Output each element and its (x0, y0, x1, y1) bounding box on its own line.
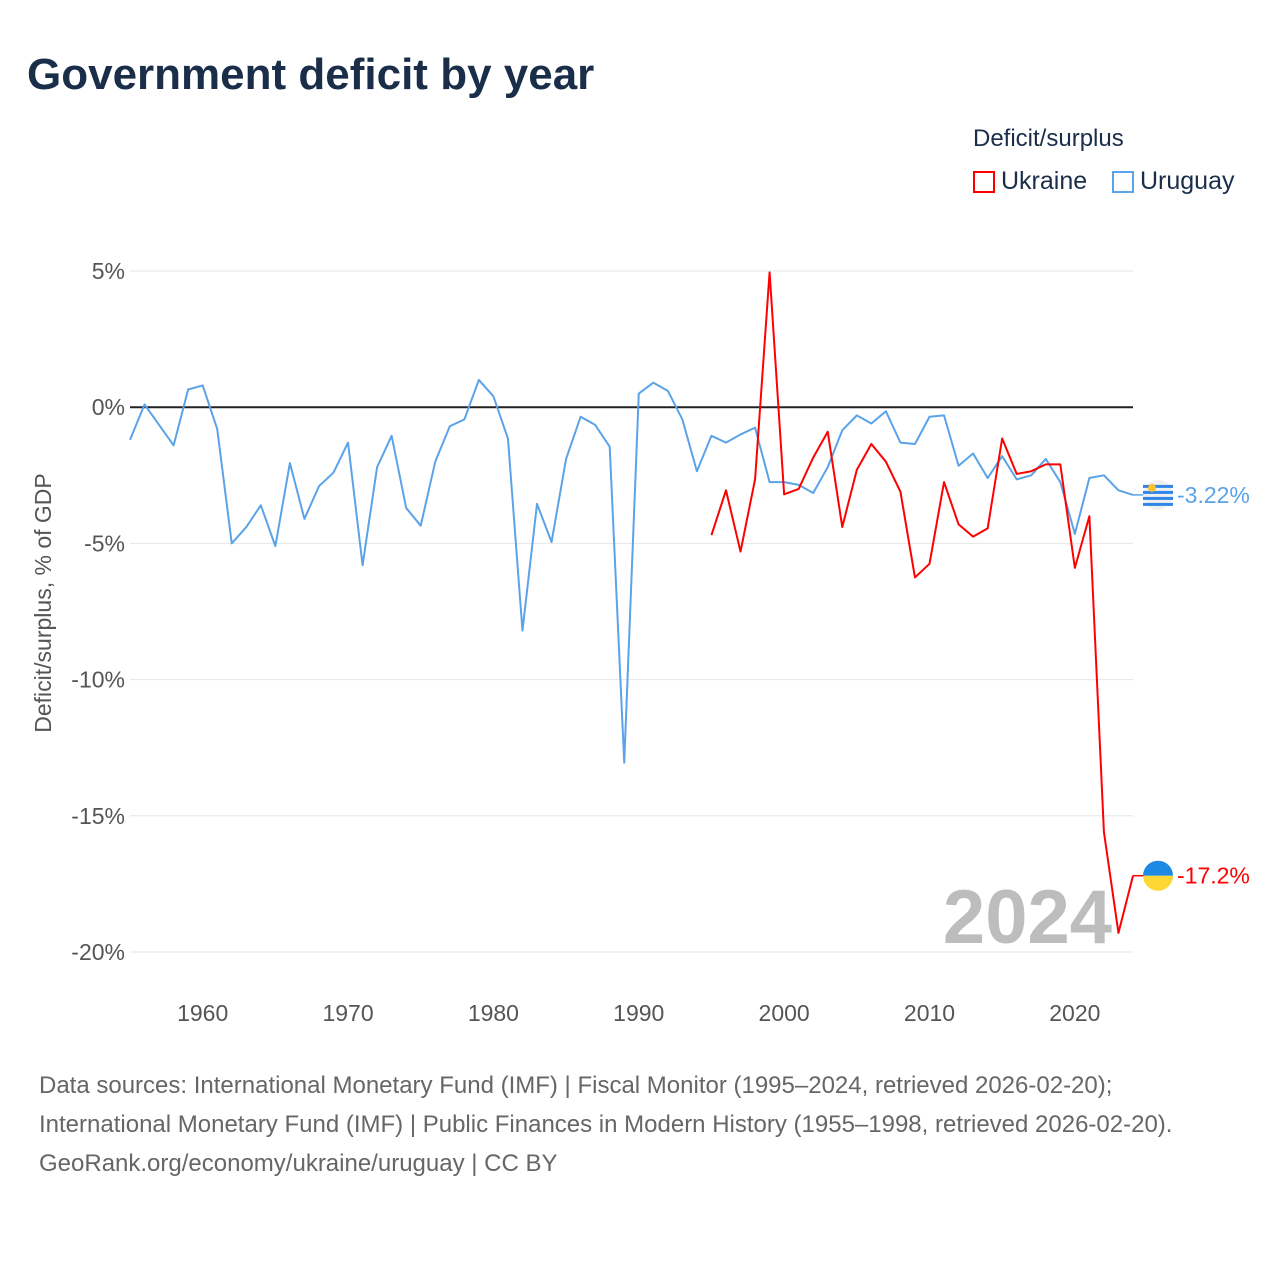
legend-swatch-ukraine (973, 170, 995, 193)
series-line-ukraine (710, 271, 1134, 934)
footer: Data sources: International Monetary Fun… (39, 1066, 1239, 1183)
y-tick-label: -15% (71, 803, 125, 829)
x-tick-label: 1990 (613, 1000, 664, 1026)
legend-label: Uruguay (1140, 167, 1235, 195)
y-tick-label: 0% (92, 394, 125, 420)
flag-stripe (1143, 490, 1173, 494)
source-link[interactable]: GeoRank.org/economy/ukraine/uruguay | CC… (39, 1150, 558, 1177)
x-tick-label: 2010 (904, 1000, 955, 1026)
x-tick-label: 1970 (322, 1000, 373, 1026)
y-tick-label: 5% (92, 258, 125, 284)
x-tick-label: 1980 (468, 1000, 519, 1026)
flag-uruguay-icon (1143, 479, 1173, 510)
flag-stripe (1143, 502, 1173, 506)
x-tick-label: 2020 (1049, 1000, 1100, 1026)
legend-label: Ukraine (1001, 167, 1088, 195)
flag-stripe (1143, 496, 1173, 500)
y-tick-label: -10% (71, 667, 125, 693)
y-axis-label: Deficit/surplus, % of GDP (30, 473, 56, 732)
plot-area: 2024 Deficit/surplus, % of GDP 5% 0% -5% -1… (30, 258, 1250, 1026)
legend-swatch-uruguay (1112, 170, 1134, 193)
flag-blue (1143, 860, 1173, 876)
end-label-uruguay: -3.22% (1177, 482, 1250, 508)
flag-sun (1148, 483, 1156, 492)
year-watermark: 2024 (943, 875, 1112, 960)
x-tick-label: 2000 (759, 1000, 810, 1026)
x-tick-label: 1960 (177, 1000, 228, 1026)
series-line-uruguay (129, 378, 1134, 764)
y-tick-label: -20% (71, 939, 125, 965)
legend-title: Deficit/surplus (973, 125, 1124, 152)
y-tick-label: -5% (84, 530, 125, 556)
flag-yellow (1143, 875, 1173, 891)
flag-stripe (1143, 484, 1173, 488)
flag-ukraine-icon (1143, 860, 1173, 891)
end-label-ukraine: -17.2% (1177, 863, 1250, 889)
legend-item-uruguay[interactable]: Uruguay (1112, 167, 1235, 196)
chart-title: Government deficit by year (27, 50, 595, 99)
legend-item-ukraine[interactable]: Ukraine (973, 167, 1087, 196)
data-sources: Data sources: International Monetary Fun… (39, 1072, 1173, 1138)
